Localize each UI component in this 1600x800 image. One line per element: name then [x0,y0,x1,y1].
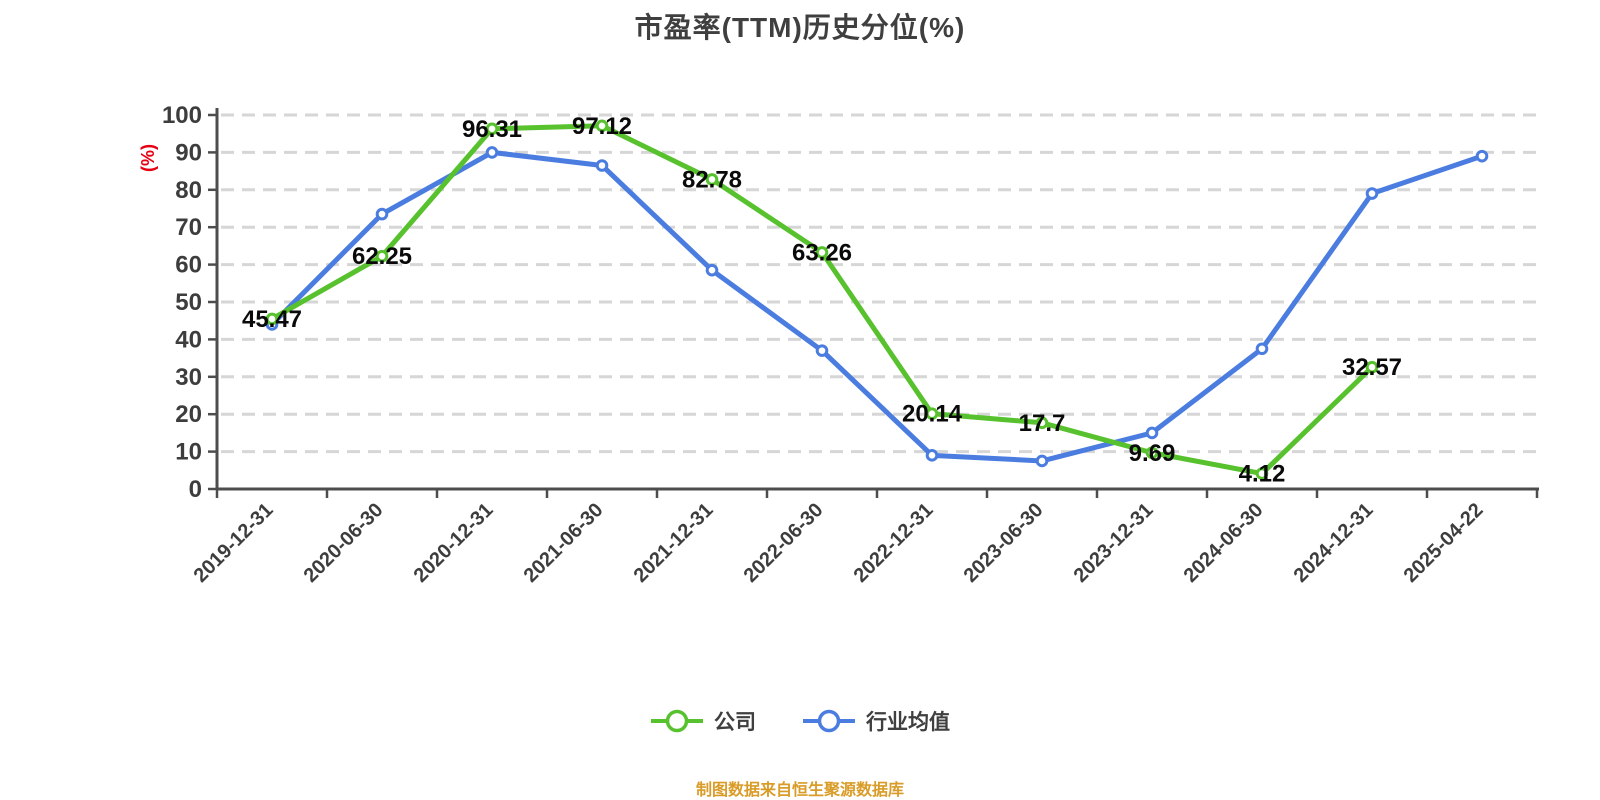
y-tick-label: 80 [175,177,202,204]
data-point-marker [1145,426,1159,440]
y-tick-label: 30 [175,364,202,391]
legend-marker-icon [651,709,703,733]
y-tick-label: 90 [175,139,202,166]
value-label: 62.25 [352,243,412,270]
x-tick-label: 2021-12-31 [630,499,718,587]
value-label: 63.26 [792,239,852,266]
data-point-marker [705,173,719,186]
y-tick-label: 70 [175,214,202,241]
x-tick-label: 2019-12-31 [190,499,278,587]
company-series-line [269,123,1375,477]
legend-item-industry[interactable]: 行业均值 [802,706,950,736]
y-tick-label: 10 [175,439,202,466]
value-label: 32.57 [1342,354,1402,381]
source-note: 制图数据来自恒生聚源数据库 [695,782,904,799]
x-tick-label: 2022-06-30 [740,499,828,587]
value-label: 17.7 [1019,410,1066,437]
data-point-marker [1035,454,1049,468]
y-tick-label: 0 [189,476,202,503]
y-tick-label: 50 [175,289,202,316]
x-tick-label: 2023-12-31 [1070,499,1158,587]
legend-label: 公司 [714,711,756,734]
x-tick-label: 2020-06-30 [300,499,388,587]
value-label: 4.12 [1239,461,1286,488]
data-point-marker [485,146,499,159]
y-tick-label: 100 [162,102,202,129]
data-point-marker [1365,360,1379,374]
data-point-marker [1035,416,1049,430]
industry-series-line [269,149,1485,464]
value-label: 82.78 [682,166,742,193]
legend-marker-icon [803,709,855,733]
chart-title: 市盈率(TTM)历史分位(%) [634,12,966,43]
data-point-marker [1255,467,1269,480]
data-point-marker [265,312,279,326]
value-label: 20.14 [902,401,963,428]
chart-legend: 公司 行业均值 [0,706,1600,736]
data-point-marker [1475,149,1489,163]
data-point-marker [595,159,609,172]
x-tick-label: 2024-12-31 [1290,499,1378,587]
data-point-marker [815,344,829,357]
data-point-marker [815,246,829,259]
x-tick-label: 2025-04-22 [1400,499,1488,587]
data-point-marker [925,407,939,420]
value-label: 9.69 [1129,440,1176,467]
x-tick-label: 2023-06-30 [960,499,1048,587]
y-tick-label: 60 [175,252,202,279]
legend-label: 行业均值 [866,711,950,734]
data-point-marker [1255,342,1269,356]
y-tick-label: 40 [175,326,202,353]
x-tick-label: 2022-12-31 [850,499,938,587]
data-point-marker [375,249,389,263]
y-tick-label: 20 [175,401,202,428]
data-point-marker [485,122,499,136]
x-tick-label: 2024-06-30 [1180,499,1268,587]
value-label: 97.12 [572,113,632,140]
x-tick-label: 2020-12-31 [410,499,498,587]
value-label: 96.31 [462,116,522,143]
data-point-marker [705,263,719,277]
data-point-marker [1365,187,1379,200]
data-point-marker [925,449,939,462]
data-point-marker [375,207,389,221]
legend-item-company[interactable]: 公司 [650,706,756,736]
x-tick-label: 2021-06-30 [520,499,608,587]
data-point-marker [1145,446,1159,460]
value-label: 45.47 [242,306,302,333]
y-axis-unit-label: (%) [138,144,158,172]
data-point-marker [595,119,609,133]
